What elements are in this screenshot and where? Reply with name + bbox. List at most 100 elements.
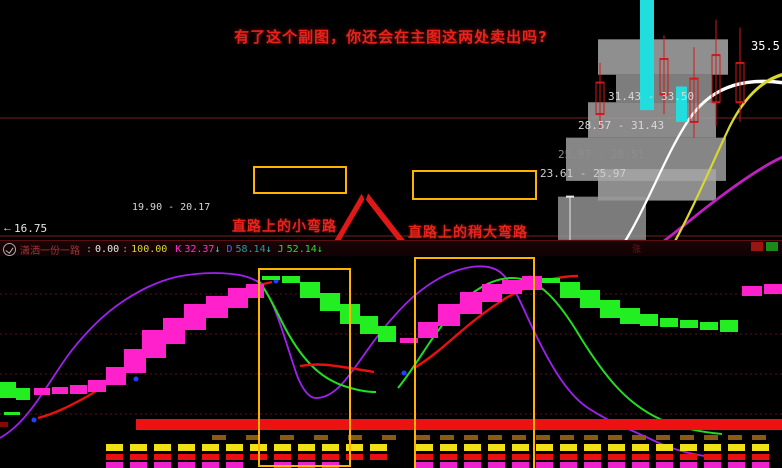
j-line-segment-2 (299, 363, 375, 374)
momentum-block (460, 292, 482, 314)
signal-bar-yellow (130, 444, 147, 451)
signal-bar-yellow (202, 444, 219, 451)
signal-bar-red (752, 454, 769, 460)
annotation-label-right: 直路上的稍大弯路 (408, 225, 528, 241)
sub-chart-canvas (0, 265, 782, 459)
signal-bar-magenta (728, 462, 745, 468)
momentum-block (680, 320, 698, 328)
j-line-segment-3 (413, 274, 579, 370)
indicator-high-value: 100.00 (131, 243, 168, 255)
signal-bar-brown (680, 435, 694, 440)
momentum-block (142, 330, 166, 358)
indicator-name: 潇洒一份一路 (20, 245, 80, 257)
signal-bar-magenta (584, 462, 601, 468)
signal-bar-brown (584, 435, 598, 440)
signal-bar-yellow (680, 444, 697, 451)
momentum-block (764, 284, 782, 294)
current-price-label: 16.75 (14, 222, 48, 235)
momentum-block (720, 320, 738, 332)
signal-bar-yellow (704, 444, 721, 451)
indicator-toggle-icon[interactable] (3, 242, 16, 256)
signal-bar-brown (280, 435, 294, 440)
signal-bar-yellow (656, 444, 673, 451)
trend-band-stub (0, 422, 8, 427)
signal-bar-yellow (416, 444, 433, 451)
signal-bar-magenta (632, 462, 649, 468)
momentum-block (184, 304, 206, 330)
momentum-block (378, 326, 396, 342)
signal-bar-magenta (130, 462, 147, 468)
signal-bar-red (680, 454, 697, 460)
annotation-label-left: 直路上的小弯路 (232, 219, 337, 235)
signal-bar-brown (728, 435, 742, 440)
d-line-segment-1 (257, 279, 377, 393)
signal-bar-yellow (464, 444, 481, 451)
signal-bar-yellow (440, 444, 457, 451)
signal-bar-brown (416, 435, 430, 440)
signal-bar-yellow (536, 444, 553, 451)
signal-bar-brown (314, 435, 328, 440)
signal-bar-magenta (464, 462, 481, 468)
price-axis-label: 35.5 (751, 39, 780, 53)
momentum-block (640, 314, 658, 326)
indicator-sub-chart[interactable] (0, 256, 782, 468)
momentum-block (482, 284, 502, 302)
signal-bar-brown (536, 435, 550, 440)
signal-bar-red (584, 454, 601, 460)
signal-bar-yellow (298, 444, 315, 451)
momentum-block (320, 293, 340, 311)
signal-bar-red (346, 454, 363, 460)
momentum-block (742, 286, 762, 296)
signal-bar-yellow (632, 444, 649, 451)
signal-bar-yellow (752, 444, 769, 451)
signal-bar-red (512, 454, 529, 460)
signal-bar-brown (348, 435, 362, 440)
current-price-arrow-icon: ← (2, 222, 13, 234)
chip-label-2: 28.57 - 31.43 (578, 119, 665, 132)
momentum-block (0, 382, 16, 398)
signal-bar-red (656, 454, 673, 460)
signal-bar-yellow (584, 444, 601, 451)
sub-highlight-box-right[interactable] (414, 257, 535, 468)
signal-bar-yellow (512, 444, 529, 451)
momentum-block (282, 276, 300, 283)
signal-bar-red (178, 454, 195, 460)
j-trend-arrow-icon: ↓ (316, 243, 323, 255)
main-highlight-box-left[interactable] (253, 166, 347, 194)
signal-bar-magenta (536, 462, 553, 468)
momentum-block (360, 316, 378, 334)
signal-bar-brown (704, 435, 718, 440)
main-price-chart[interactable]: 31.43 - 33.50 28.57 - 31.43 25.97 - 28.5… (0, 0, 782, 439)
signal-bar-yellow (274, 444, 291, 451)
status-sep-1: : (86, 243, 93, 255)
signal-bar-magenta (752, 462, 769, 468)
signal-bar-red (106, 454, 123, 460)
momentum-block (620, 308, 640, 324)
signal-bar-red (416, 454, 433, 460)
signal-bar-magenta (704, 462, 721, 468)
j-label: J (277, 243, 284, 255)
signal-bar-yellow (728, 444, 745, 451)
signal-bar-magenta (416, 462, 433, 468)
signal-bar-magenta (560, 462, 577, 468)
signal-bar-magenta (178, 462, 195, 468)
signal-bar-yellow (226, 444, 243, 451)
main-highlight-box-right[interactable] (412, 170, 537, 200)
momentum-block (700, 322, 718, 330)
signal-bar-brown (512, 435, 526, 440)
momentum-block (262, 276, 280, 280)
momentum-block (52, 387, 68, 394)
sub-highlight-box-left[interactable] (258, 268, 351, 467)
signal-bar-magenta (608, 462, 625, 468)
signal-bar-red (226, 454, 243, 460)
signal-bar-magenta (680, 462, 697, 468)
chip-label-1: 31.43 - 33.50 (608, 90, 695, 103)
momentum-block (522, 276, 542, 290)
momentum-block (502, 280, 522, 294)
momentum-block (542, 278, 560, 283)
signal-bar-yellow (370, 444, 387, 451)
signal-bar-red (202, 454, 219, 460)
momentum-block (580, 290, 600, 308)
momentum-block (106, 367, 126, 385)
d-trend-arrow-icon: ↓ (265, 243, 272, 255)
